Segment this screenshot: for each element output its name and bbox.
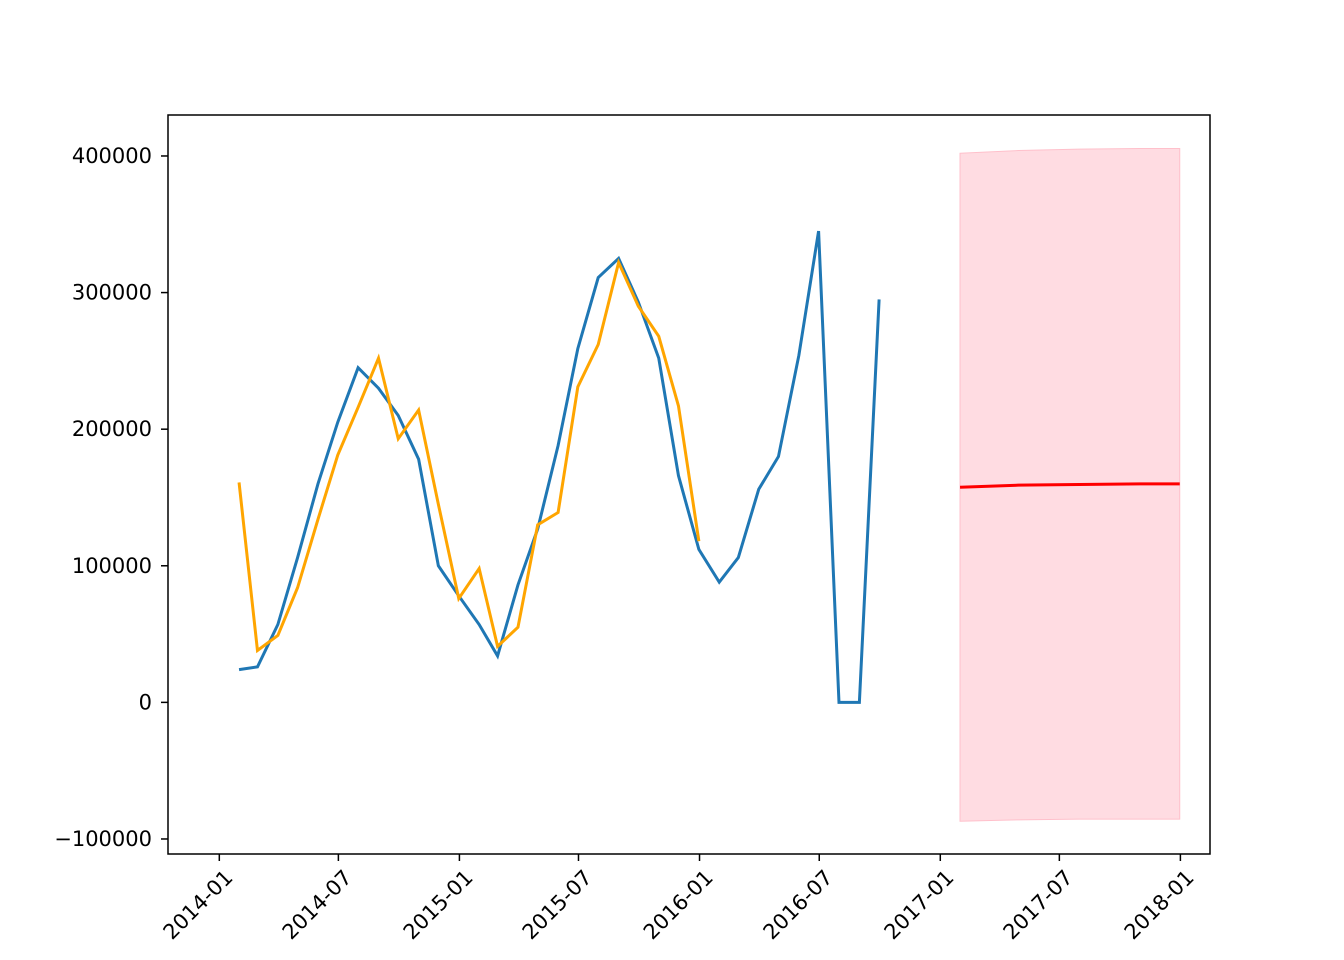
x-tick-label: 2016-07 [759,865,838,944]
y-axis-ticks: 400000 300000 200000 100000 0 −100000 [54,144,168,851]
plot-area-frame [167,114,1211,855]
x-axis-ticks: 2014-01 2014-07 2015-01 2015-07 2016-01 2016-… [159,854,1199,944]
x-tick-label: 2017-07 [999,865,1078,944]
y-tick-label: 300000 [72,281,152,305]
series-layer [237,230,1180,704]
y-tick-label: 0 [139,690,152,714]
series-line-1 [237,257,701,654]
series-line-2 [959,482,1180,489]
y-tick-label: 200000 [72,417,152,441]
series-line-0 [238,230,881,704]
x-tick-label: 2015-07 [518,865,597,944]
x-tick-label: 2018-01 [1120,865,1199,944]
y-tick-label: 100000 [72,554,152,578]
x-tick-label: 2017-01 [880,865,959,944]
x-tick-label: 2014-07 [278,865,357,944]
x-tick-label: 2014-01 [159,865,238,944]
x-tick-label: 2016-01 [639,865,718,944]
x-tick-label: 2015-01 [399,865,478,944]
y-tick-label: 400000 [72,144,152,168]
y-tick-label: −100000 [54,827,152,851]
